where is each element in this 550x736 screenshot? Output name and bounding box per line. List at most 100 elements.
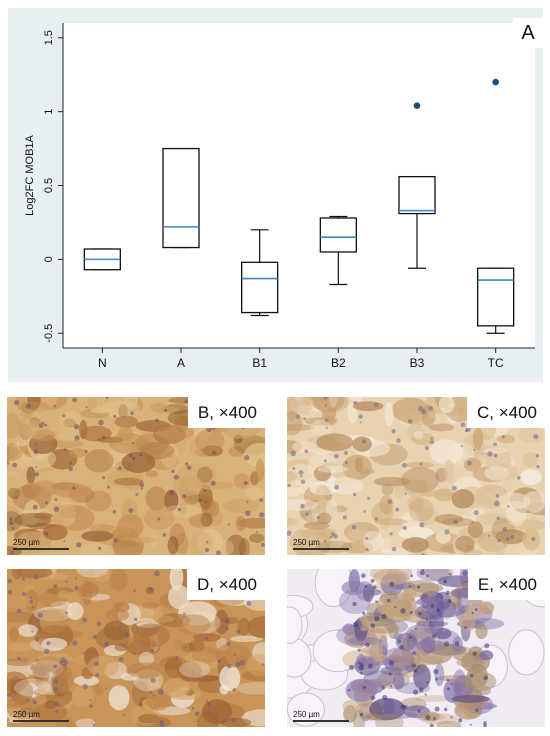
tissue-texture: [207, 510, 223, 527]
cell-nucleus: [453, 519, 458, 525]
cell-nucleus: [450, 682, 453, 686]
cell-nucleus: [419, 462, 423, 466]
cell-nucleus: [304, 449, 309, 454]
cell-nucleus: [343, 450, 349, 456]
tissue-texture: [75, 718, 96, 727]
tissue-texture: [84, 449, 114, 473]
cell-nucleus: [409, 611, 413, 615]
tissue-texture: [18, 419, 52, 440]
tissue-texture: [7, 658, 39, 666]
tissue-texture: [32, 480, 58, 498]
tissue-texture: [245, 486, 265, 500]
tissue-texture: [328, 397, 338, 408]
cell-nucleus: [227, 523, 230, 526]
tissue-texture: [215, 642, 252, 668]
cell-nucleus: [324, 418, 329, 423]
cell-nucleus: [54, 701, 59, 707]
tissue-texture: [433, 488, 455, 502]
cell-nucleus: [16, 608, 22, 614]
cell-nucleus: [443, 579, 448, 584]
cell-nucleus: [374, 517, 379, 521]
cell-nucleus: [9, 517, 13, 521]
box-b3: [398, 175, 436, 215]
tissue-texture: [401, 511, 421, 530]
cell-nucleus: [177, 507, 182, 512]
micrograph-b-scale-text: 250 µm: [13, 538, 40, 547]
tissue-texture: [517, 426, 545, 443]
cell-nucleus: [360, 573, 366, 579]
cell-nucleus: [205, 699, 208, 703]
cell-nucleus: [35, 465, 38, 468]
tissue-texture: [434, 514, 464, 525]
tissue-texture: [144, 470, 159, 478]
cell-nucleus: [358, 661, 361, 665]
cell-nucleus: [426, 681, 429, 684]
cell-nucleus: [426, 574, 429, 578]
tissue-texture: [9, 627, 20, 642]
cell-nucleus: [300, 475, 303, 478]
fat-cell: [287, 692, 325, 727]
tissue-texture: [157, 613, 191, 628]
tissue-texture: [33, 665, 50, 684]
cell-nucleus: [400, 704, 406, 710]
cell-nucleus: [446, 678, 450, 682]
cell-nucleus: [391, 546, 397, 552]
tissue-texture: [124, 397, 139, 410]
cell-nucleus: [184, 399, 189, 404]
cell-nucleus: [389, 581, 395, 587]
cell-nucleus: [31, 606, 35, 609]
cell-nucleus: [186, 465, 192, 471]
cell-nucleus: [457, 718, 463, 723]
tissue-texture: [7, 596, 34, 609]
tissue-texture: [237, 617, 251, 636]
cell-nucleus: [425, 618, 429, 621]
tissue-texture: [175, 614, 211, 635]
cell-nucleus: [173, 474, 179, 480]
tissue-texture: [50, 601, 73, 609]
tissue-texture: [387, 569, 413, 585]
cell-nucleus: [207, 702, 212, 707]
cell-nucleus: [74, 577, 77, 580]
tissue-texture: [376, 594, 404, 617]
cell-nucleus: [359, 421, 362, 424]
cell-nucleus: [54, 687, 58, 691]
tissue-texture: [313, 466, 332, 481]
tissue-texture: [63, 418, 76, 428]
tissue-texture: [90, 407, 112, 414]
tissue-texture: [479, 650, 494, 661]
tissue-texture: [304, 416, 337, 426]
tissue-texture: [125, 662, 166, 679]
cell-nucleus: [401, 462, 407, 468]
micrograph-e-scale-bar: 250 µm: [293, 710, 349, 722]
cell-nucleus: [7, 578, 12, 584]
tissue-texture: [505, 500, 527, 527]
cell-nucleus: [243, 480, 248, 485]
cell-nucleus: [183, 612, 186, 616]
cell-nucleus: [381, 613, 387, 620]
cell-nucleus: [139, 453, 143, 457]
tissue-texture: [428, 423, 455, 432]
cell-nucleus: [396, 438, 401, 443]
tissue-texture: [113, 477, 144, 486]
tissue-texture: [362, 713, 382, 721]
cell-nucleus: [413, 651, 416, 655]
tissue-texture: [463, 702, 480, 719]
tissue-texture: [292, 440, 317, 453]
tissue-texture: [236, 682, 265, 695]
tissue-texture: [451, 489, 475, 509]
cell-nucleus: [344, 461, 348, 465]
cell-nucleus: [33, 449, 39, 455]
tissue-texture: [249, 533, 265, 543]
cell-nucleus: [246, 600, 252, 606]
cell-nucleus: [21, 591, 27, 597]
tissue-texture: [353, 401, 384, 412]
cell-nucleus: [54, 498, 58, 501]
tissue-texture: [495, 539, 505, 555]
cell-nucleus: [362, 685, 366, 689]
tissue-texture: [413, 430, 424, 440]
cell-nucleus: [352, 492, 357, 497]
tissue-texture: [342, 623, 356, 635]
tissue-texture: [411, 493, 421, 502]
cell-nucleus: [460, 445, 463, 448]
tissue-texture: [429, 439, 464, 465]
